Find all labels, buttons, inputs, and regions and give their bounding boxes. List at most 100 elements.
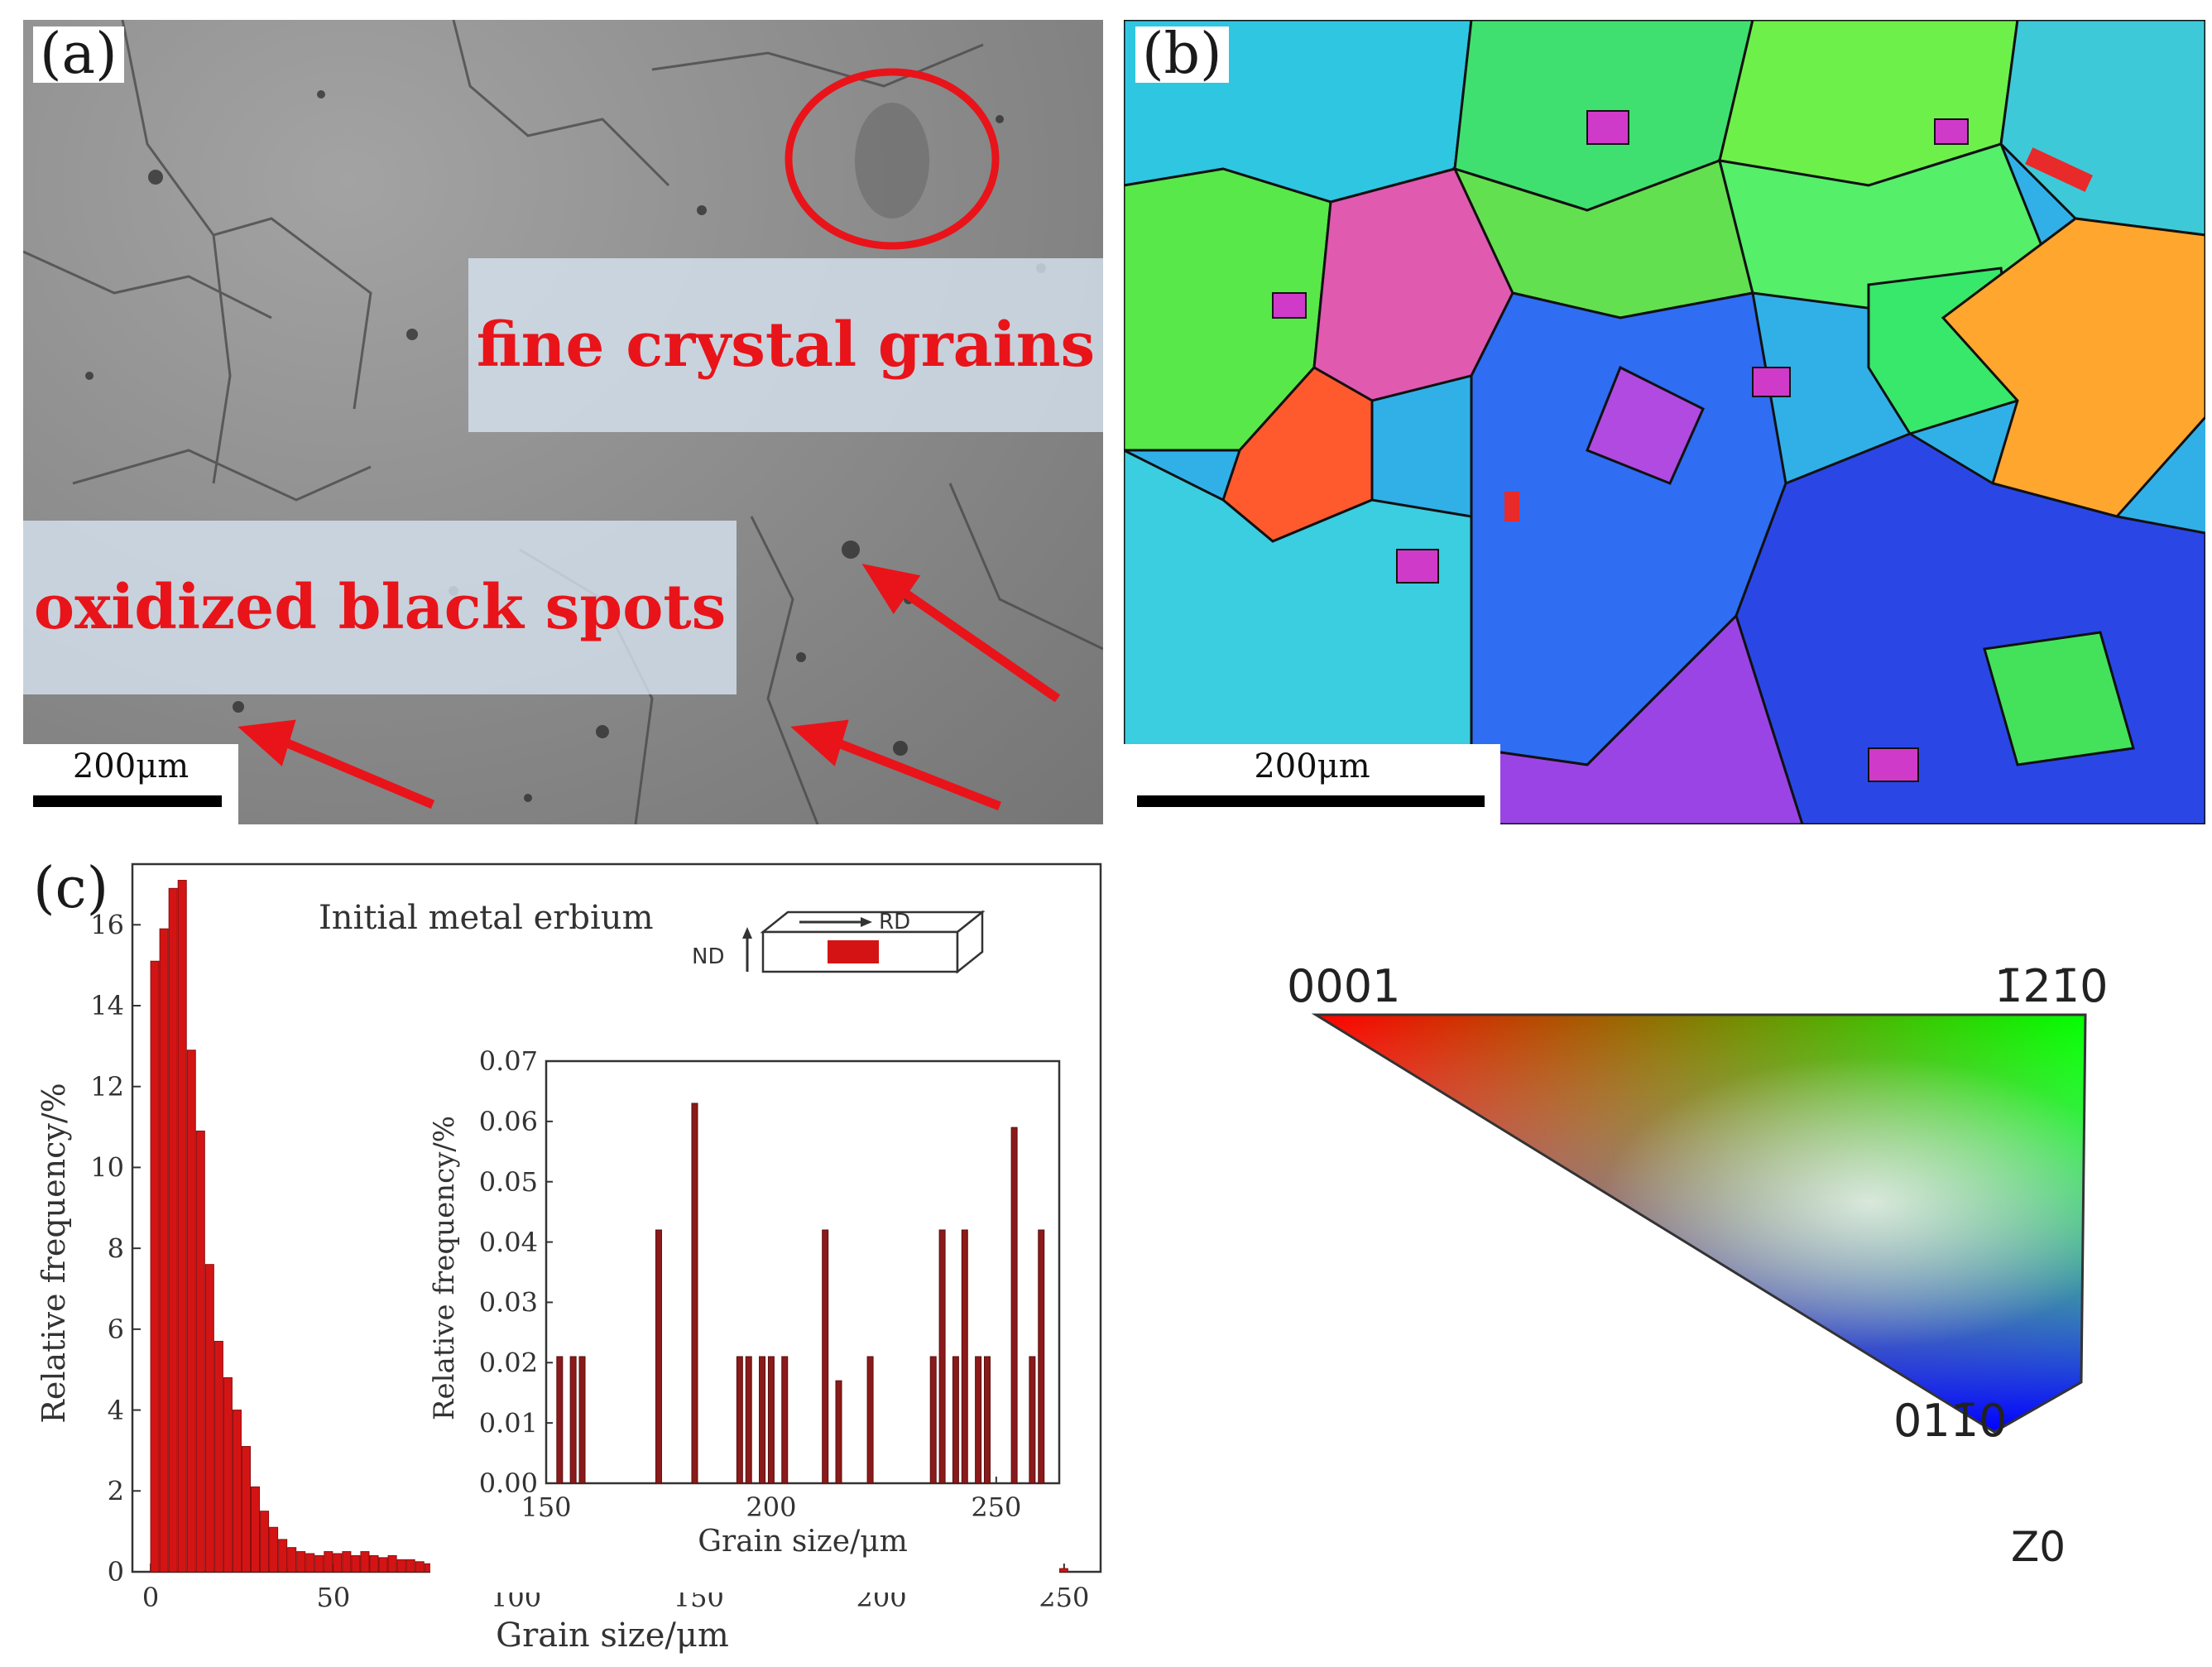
scale-label-a: 200μm <box>72 747 190 785</box>
inset-bar <box>961 1229 968 1484</box>
main-bar <box>1058 1568 1068 1573</box>
inset-bar <box>938 1229 946 1484</box>
scale-bar-a: 200μm <box>23 744 238 824</box>
inset-bar <box>1038 1229 1045 1484</box>
main-bar <box>168 887 178 1573</box>
inset-plot-frame <box>545 1059 1061 1485</box>
main-bar <box>342 1551 352 1573</box>
main-bar <box>214 1341 223 1573</box>
main-y-tick-label: 2 <box>108 1475 124 1506</box>
callout-oxidized-spots: oxidized black spots <box>23 521 737 694</box>
inset-bar <box>759 1356 766 1484</box>
inset-bar <box>745 1356 752 1484</box>
inset-y-tick-label: 0.04 <box>479 1227 538 1258</box>
inset-y-tick-label: 0.01 <box>479 1407 538 1439</box>
main-bar <box>232 1410 242 1573</box>
main-bar <box>333 1553 343 1573</box>
inset-bar <box>1010 1127 1018 1484</box>
main-bar <box>269 1526 279 1573</box>
ebsd-map-panel: 200μm <box>1124 20 2205 824</box>
main-y-tick-label: 16 <box>90 909 124 940</box>
ipf-direction-z0: Z0 <box>2011 1523 2066 1571</box>
panel-label-a: (a) <box>33 26 124 83</box>
main-bar <box>360 1551 370 1573</box>
scale-label-b: 200μm <box>1254 747 1370 785</box>
main-bar <box>287 1547 297 1573</box>
main-y-tick-label: 14 <box>90 990 124 1021</box>
inset-y-tick-label: 0.00 <box>479 1468 538 1499</box>
ipf-legend: 0001 1̄21̄0 011̄0 Z0 <box>1283 944 2110 1606</box>
callout-fine-grains: fine crystal grains <box>468 258 1103 432</box>
main-bar <box>278 1539 288 1573</box>
main-y-tick-label: 4 <box>108 1395 124 1426</box>
inset-x-tick-label: 150 <box>521 1492 571 1523</box>
sample-schematic: RD ND <box>692 910 986 974</box>
inset-bar <box>736 1356 743 1484</box>
inset-x-tick-label: 200 <box>746 1492 796 1523</box>
main-bar <box>324 1551 333 1573</box>
main-bar <box>186 1050 196 1573</box>
main-bar <box>351 1554 361 1573</box>
main-x-tick-label: 50 <box>316 1582 350 1613</box>
inset-y-tick-label: 0.06 <box>479 1106 538 1137</box>
inset-bar <box>952 1356 959 1484</box>
inset-bar <box>578 1356 586 1484</box>
ipf-corner-0001: 0001 <box>1287 960 1401 1012</box>
main-bar <box>177 880 187 1573</box>
inset-bar <box>569 1356 577 1484</box>
inset-bar <box>691 1103 698 1484</box>
inset-bar <box>1029 1356 1036 1484</box>
main-bar <box>195 1130 205 1573</box>
arrow-3 <box>277 735 435 809</box>
main-bar <box>314 1554 324 1573</box>
chart-subtitle: Initial metal erbium <box>319 899 654 937</box>
micrograph-panel: fine crystal grains oxidized black spots… <box>23 20 1103 824</box>
nd-label: ND <box>692 944 724 969</box>
inset-bar <box>822 1229 829 1484</box>
main-bar <box>159 928 169 1573</box>
scale-bar-b: 200μm <box>1124 744 1500 824</box>
inset-bar <box>983 1356 991 1484</box>
inset-bar <box>866 1356 874 1484</box>
main-bar <box>369 1554 379 1573</box>
panel-label-b: (b) <box>1135 26 1229 83</box>
main-x-axis-label: Grain size/μm <box>496 1617 729 1655</box>
main-y-tick-label: 8 <box>108 1232 124 1264</box>
ipf-corner-12-10: 1̄21̄0 <box>1994 960 2109 1012</box>
ipf-corner-01-10: 011̄0 <box>1893 1395 2008 1447</box>
main-bar <box>296 1551 306 1573</box>
inset-y-tick-label: 0.05 <box>479 1166 538 1198</box>
orientation-map <box>1124 20 2205 824</box>
main-bar <box>223 1376 233 1573</box>
main-bar <box>250 1486 261 1573</box>
main-bar <box>405 1559 415 1573</box>
main-bar <box>378 1557 388 1573</box>
main-y-tick-label: 12 <box>90 1071 124 1103</box>
inset-y-tick-label: 0.02 <box>479 1347 538 1378</box>
inset-bar <box>655 1229 662 1484</box>
inset-bar <box>781 1356 789 1484</box>
main-bar <box>415 1561 425 1573</box>
inset-y-axis-label: Relative frequency/% <box>428 1116 461 1420</box>
inset-bar <box>975 1356 982 1484</box>
main-y-tick-label: 6 <box>108 1314 124 1345</box>
highlight-circle <box>785 68 1000 250</box>
inset-bar <box>835 1380 842 1484</box>
main-y-tick-label: 0 <box>108 1556 124 1588</box>
main-y-tick-label: 10 <box>90 1152 124 1184</box>
main-bar <box>204 1264 214 1573</box>
main-y-axis-label: Relative frequency/% <box>36 1083 72 1424</box>
main-bar <box>260 1511 270 1573</box>
inset-y-tick-label: 0.03 <box>479 1287 538 1319</box>
inset-bar <box>767 1356 775 1484</box>
rd-label: RD <box>879 910 910 934</box>
arrow-2 <box>828 735 1001 811</box>
main-x-tick-label: 0 <box>142 1582 159 1613</box>
main-bar <box>305 1553 315 1573</box>
inset-bar <box>556 1356 564 1484</box>
arrow-1 <box>893 583 1061 703</box>
grain-boundary-texture <box>23 20 1103 824</box>
panel-label-c: (c) <box>33 856 109 921</box>
main-bar <box>387 1554 397 1573</box>
